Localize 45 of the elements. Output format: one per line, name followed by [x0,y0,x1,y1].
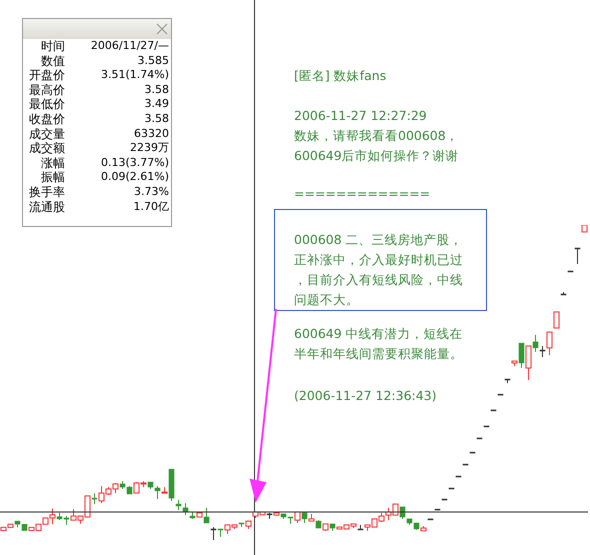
candlestick [182,502,188,516]
candlestick [540,345,546,358]
text: 成交额 [28,141,65,156]
candlestick [546,332,553,356]
text: 0.09(2.61%) [100,170,169,185]
text: 最高价 [28,82,65,98]
text: 3.58 [144,112,169,127]
candlestick [176,499,182,511]
text: 涨幅 [40,156,65,170]
candlestick [400,506,406,520]
candlestick [302,512,308,524]
text: 2006/11/27/— [90,39,169,54]
candlestick [210,526,216,540]
text: 3.51(1.74%) [100,68,169,83]
candlestick [532,334,538,352]
text: [匿名] 数妹fans [294,67,388,85]
annotation: 000608 二、三线房地产股，正补涨中，介入最好时机已过，目前介入有短线风险，中线问题不大。 [294,230,466,310]
candlestick [518,342,524,369]
text: 开盘价 [28,68,65,83]
text: 2239万 [130,141,169,156]
candlestick [525,345,532,380]
text: 收盘价 [28,112,65,127]
text: 63320 [134,126,169,142]
text: 振幅 [40,170,65,185]
text: 换手率 [28,184,65,200]
candlestick [204,507,210,524]
text: 3.585 [138,54,169,68]
annotation: (2006-11-27 12:36:43) [294,387,438,405]
candlestick [92,492,98,505]
text: 时间 [40,39,65,54]
text: 2006-11-27 12:27:29 数妹，请帮我看看000608， 600649后市如何操作？谢谢 [294,107,460,165]
text: 成交量 [28,126,65,142]
text: 1.70亿 [134,200,169,214]
text: 3.58 [144,82,169,98]
text: 3.73% [134,184,169,200]
text: 流通股 [28,200,65,214]
candlestick [154,486,160,500]
text: 最低价 [28,97,65,112]
text: ============= [294,185,432,203]
candlestick [553,311,560,329]
candlestick [574,247,580,265]
text: 数值 [40,54,65,68]
text: 0.13(3.77%) [100,156,169,170]
annotation: 600649 中线有潜力，短线在半年和年线间需要积聚能量。 [294,325,464,363]
text: 3.49 [144,97,169,112]
